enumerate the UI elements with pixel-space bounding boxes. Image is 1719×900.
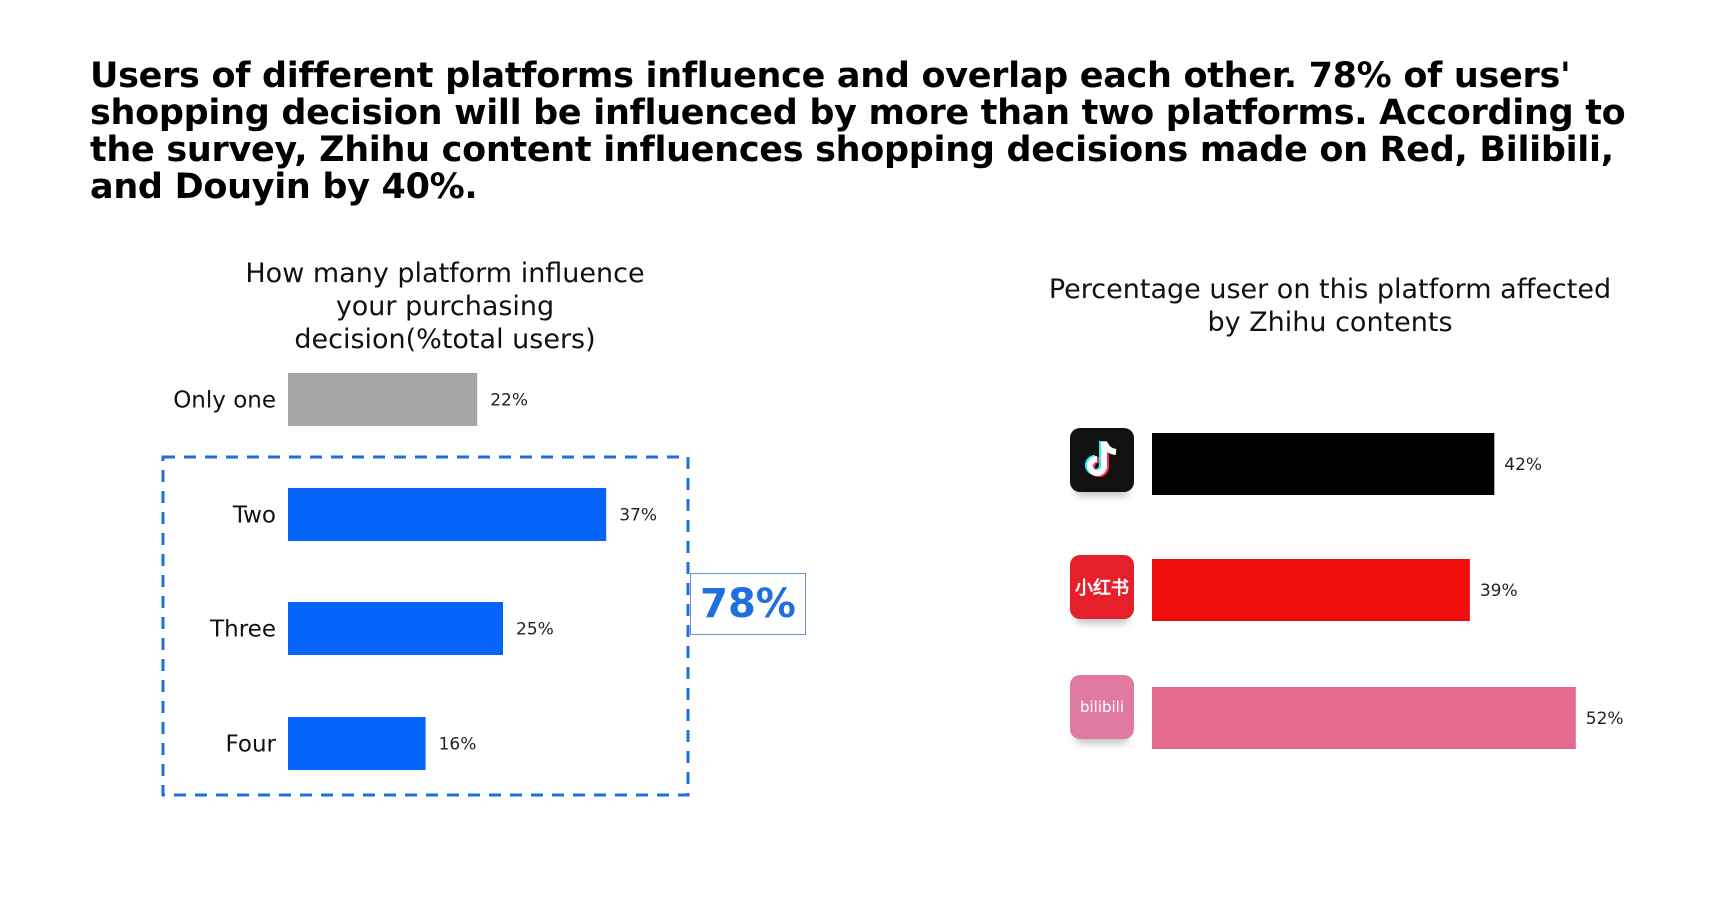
value-label: 52%: [1586, 709, 1624, 729]
xiaohongshu-logo-text: 小红书: [1075, 578, 1129, 599]
bar-douyin: [1152, 433, 1495, 495]
value-label: 39%: [1480, 581, 1518, 601]
bilibili-logo-text: bilibili: [1079, 698, 1125, 716]
bar-three: [288, 602, 503, 655]
headline: Users of different platforms influence a…: [90, 56, 1626, 207]
category-label: Three: [209, 617, 276, 643]
bilibili-logo-icon: bilibili: [1070, 675, 1134, 739]
value-label: 42%: [1504, 455, 1542, 475]
bar-two: [288, 488, 607, 541]
bar-four: [288, 717, 426, 770]
value-label: 37%: [619, 506, 657, 526]
category-label: Only one: [173, 388, 276, 414]
bar-only-one: [288, 373, 478, 426]
bar-red: [1152, 559, 1470, 621]
group-dashed-box: [161, 455, 690, 797]
category-label: Two: [232, 503, 276, 529]
value-label: 16%: [439, 735, 477, 755]
right-chart-title: Percentage user on this platform affecte…: [1048, 274, 1612, 338]
bar-bilibili: [1152, 687, 1576, 749]
value-label: 25%: [516, 620, 554, 640]
value-label: 22%: [490, 391, 528, 411]
category-label: Four: [225, 732, 276, 758]
total-callout: 78%: [690, 573, 806, 635]
xiaohongshu-logo-icon: 小红书: [1070, 555, 1134, 619]
left-chart-title: How many platform influence your purchas…: [245, 258, 645, 355]
douyin-logo-icon: [1070, 428, 1134, 492]
